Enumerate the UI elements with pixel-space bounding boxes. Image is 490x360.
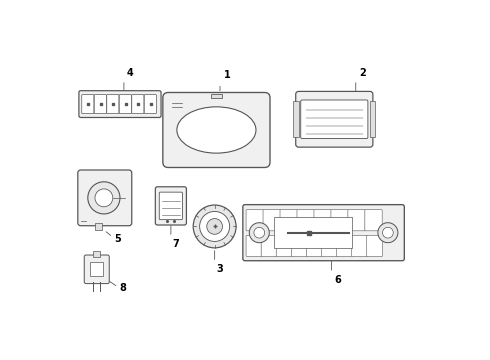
FancyBboxPatch shape [337,235,352,256]
Text: 5: 5 [115,234,122,244]
Text: 7: 7 [172,239,179,249]
Circle shape [207,219,222,234]
FancyBboxPatch shape [144,95,156,113]
Circle shape [95,189,113,207]
FancyBboxPatch shape [263,210,280,231]
FancyBboxPatch shape [367,235,383,256]
Circle shape [193,205,236,248]
FancyBboxPatch shape [155,187,186,225]
FancyBboxPatch shape [84,255,109,284]
FancyBboxPatch shape [163,93,270,167]
Ellipse shape [177,107,256,153]
Bar [211,94,222,98]
FancyBboxPatch shape [365,210,382,231]
Bar [90,262,103,276]
FancyBboxPatch shape [314,210,331,231]
Text: 8: 8 [119,283,126,293]
FancyBboxPatch shape [79,91,161,117]
Circle shape [378,223,398,243]
FancyBboxPatch shape [292,235,307,256]
FancyBboxPatch shape [301,100,368,139]
Circle shape [199,211,230,242]
FancyBboxPatch shape [159,192,182,220]
Circle shape [383,227,393,238]
FancyBboxPatch shape [348,210,365,231]
Circle shape [249,223,270,243]
Text: 2: 2 [359,68,366,78]
FancyBboxPatch shape [261,235,277,256]
Bar [273,217,352,248]
Bar [93,251,100,257]
FancyBboxPatch shape [246,210,264,231]
FancyBboxPatch shape [306,235,322,256]
Text: 1: 1 [223,70,230,80]
Bar [293,102,298,137]
FancyBboxPatch shape [321,235,337,256]
Text: 4: 4 [126,68,133,78]
Bar [370,102,375,137]
FancyBboxPatch shape [297,210,314,231]
FancyBboxPatch shape [243,204,404,261]
FancyBboxPatch shape [352,235,368,256]
FancyBboxPatch shape [119,95,131,113]
Circle shape [254,227,265,238]
FancyBboxPatch shape [107,95,119,113]
Bar [95,223,102,230]
FancyBboxPatch shape [280,210,297,231]
Circle shape [88,182,120,214]
Text: 3: 3 [217,264,223,274]
Text: 6: 6 [335,275,342,285]
FancyBboxPatch shape [331,210,348,231]
FancyBboxPatch shape [246,235,262,256]
FancyBboxPatch shape [296,91,373,147]
FancyBboxPatch shape [132,95,144,113]
FancyBboxPatch shape [276,235,292,256]
FancyBboxPatch shape [78,170,132,226]
FancyBboxPatch shape [82,95,94,113]
FancyBboxPatch shape [94,95,106,113]
